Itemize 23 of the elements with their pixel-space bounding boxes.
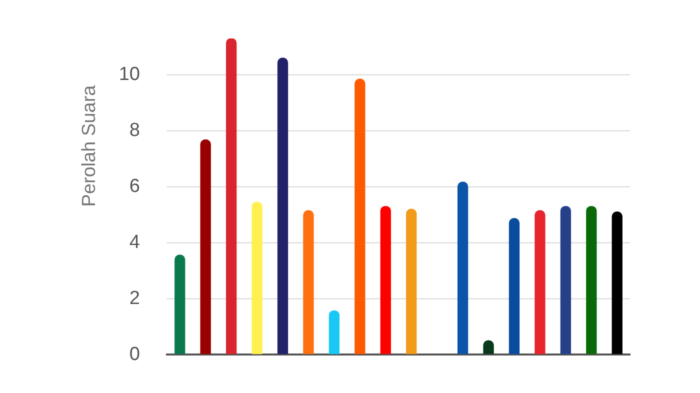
y-tick-label: 10 [118,64,140,86]
bar [200,139,211,354]
bar [534,210,546,354]
bar [406,208,417,354]
y-tick-label: 0 [129,344,140,365]
y-tick-label: 8 [129,120,140,141]
bar [612,212,622,354]
bar [252,202,262,354]
bar [174,254,186,354]
bar [328,310,340,354]
bar [560,206,572,354]
bar [277,58,288,354]
bar [380,206,391,354]
y-axis-title: Perolah Suara [79,84,100,207]
bar [508,218,520,354]
y-tick-label: 4 [129,232,140,253]
y-tick-label: 6 [129,176,140,197]
y-tick-label: 2 [129,288,140,309]
bar [457,182,468,354]
bar [586,206,597,354]
bar [354,78,366,354]
bar [303,210,314,354]
bar [226,38,237,354]
